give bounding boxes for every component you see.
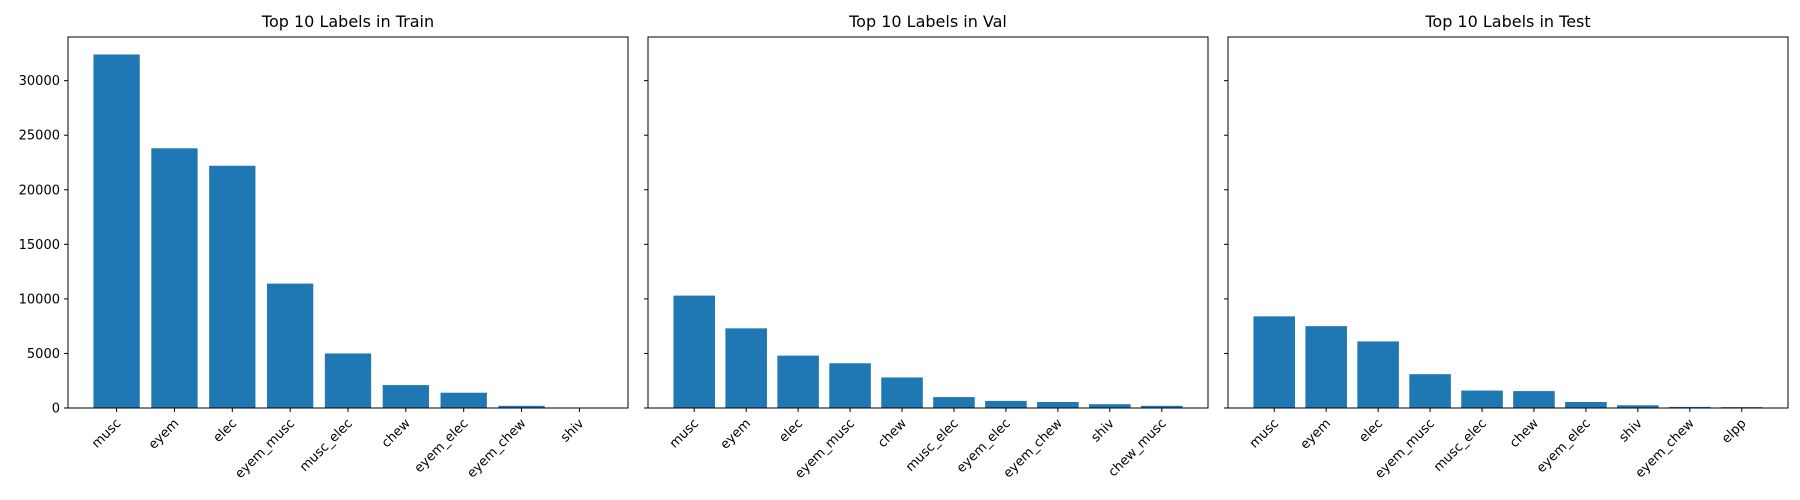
x-tick-label: chew — [875, 416, 910, 451]
bar-eyem_chew — [498, 405, 545, 408]
x-tick-label: musc_elec — [1431, 416, 1490, 475]
chart-title-test: Top 10 Labels in Test — [1424, 12, 1590, 31]
bar-chew — [1513, 391, 1555, 408]
y-tick-label: 30000 — [19, 74, 60, 89]
x-tick-label: chew — [379, 416, 414, 451]
x-tick-label: musc — [89, 416, 124, 451]
bar-shiv — [1089, 404, 1131, 408]
y-tick-label: 5000 — [27, 347, 60, 362]
axes-frame — [647, 36, 1209, 409]
chart-title-train: Top 10 Labels in Train — [261, 12, 434, 31]
bar-musc — [93, 54, 140, 408]
x-tick-label: elpp — [1719, 416, 1749, 446]
x-tick-label: elec — [776, 416, 806, 446]
bar-eyem_musc — [829, 363, 871, 408]
bar-eyem_elec — [985, 400, 1027, 408]
bar-eyem_musc — [1409, 374, 1451, 408]
bar-eyem — [1305, 326, 1347, 408]
y-tick-label: 20000 — [19, 183, 60, 198]
bar-eyem_elec — [440, 392, 487, 408]
bar-chew_musc — [1140, 405, 1183, 408]
x-tick-label: musc_elec — [297, 416, 356, 475]
bar-eyem_musc — [267, 283, 314, 408]
axes-frame — [1227, 36, 1789, 409]
y-tick-label: 15000 — [19, 238, 60, 253]
x-tick-label: eyem_musc — [232, 416, 298, 482]
bar-shiv — [1617, 405, 1659, 408]
x-tick-label: eyem_elec — [1534, 416, 1594, 476]
bar-elec — [209, 165, 256, 408]
y-tick-label: 10000 — [19, 292, 60, 307]
x-tick-label: shiv — [1616, 416, 1645, 445]
bar-musc — [1253, 316, 1296, 408]
bar-eyem — [151, 148, 198, 409]
bar-musc — [673, 295, 716, 408]
bar-eyem — [725, 328, 767, 408]
x-tick-label: elec — [211, 416, 241, 446]
bar-chew — [382, 385, 429, 408]
bar-chew — [881, 377, 923, 408]
x-tick-label: eyem — [1298, 416, 1334, 452]
x-tick-label: eyem — [718, 416, 754, 452]
bar-eyem_elec — [1565, 401, 1607, 408]
x-tick-label: musc — [667, 416, 702, 451]
y-tick-label: 25000 — [19, 129, 60, 144]
bar-musc_elec — [933, 397, 975, 408]
chart-title-val: Top 10 Labels in Val — [848, 12, 1007, 31]
y-tick-label: 0 — [52, 402, 60, 417]
bar-eyem_chew — [1669, 406, 1711, 408]
x-tick-label: eyem_elec — [412, 416, 472, 476]
x-tick-label: eyem — [146, 416, 182, 452]
x-tick-label: musc — [1247, 416, 1282, 451]
bar-musc_elec — [1461, 390, 1503, 408]
bar-musc_elec — [324, 353, 372, 408]
bar-elec — [777, 355, 819, 408]
axes-frame — [67, 36, 629, 409]
x-tick-label: elec — [1356, 416, 1386, 446]
bar-elec — [1357, 341, 1399, 408]
x-tick-label: musc_elec — [903, 416, 962, 475]
x-tick-label: shiv — [1088, 416, 1117, 445]
x-tick-label: eyem_chew — [464, 416, 529, 481]
x-tick-label: chew — [1507, 416, 1542, 451]
x-tick-label: shiv — [558, 416, 587, 445]
chart-panel-train: Top 10 Labels in Train musc eyem eleceyem_m… — [19, 12, 629, 482]
bar-eyem_chew — [1037, 401, 1079, 408]
